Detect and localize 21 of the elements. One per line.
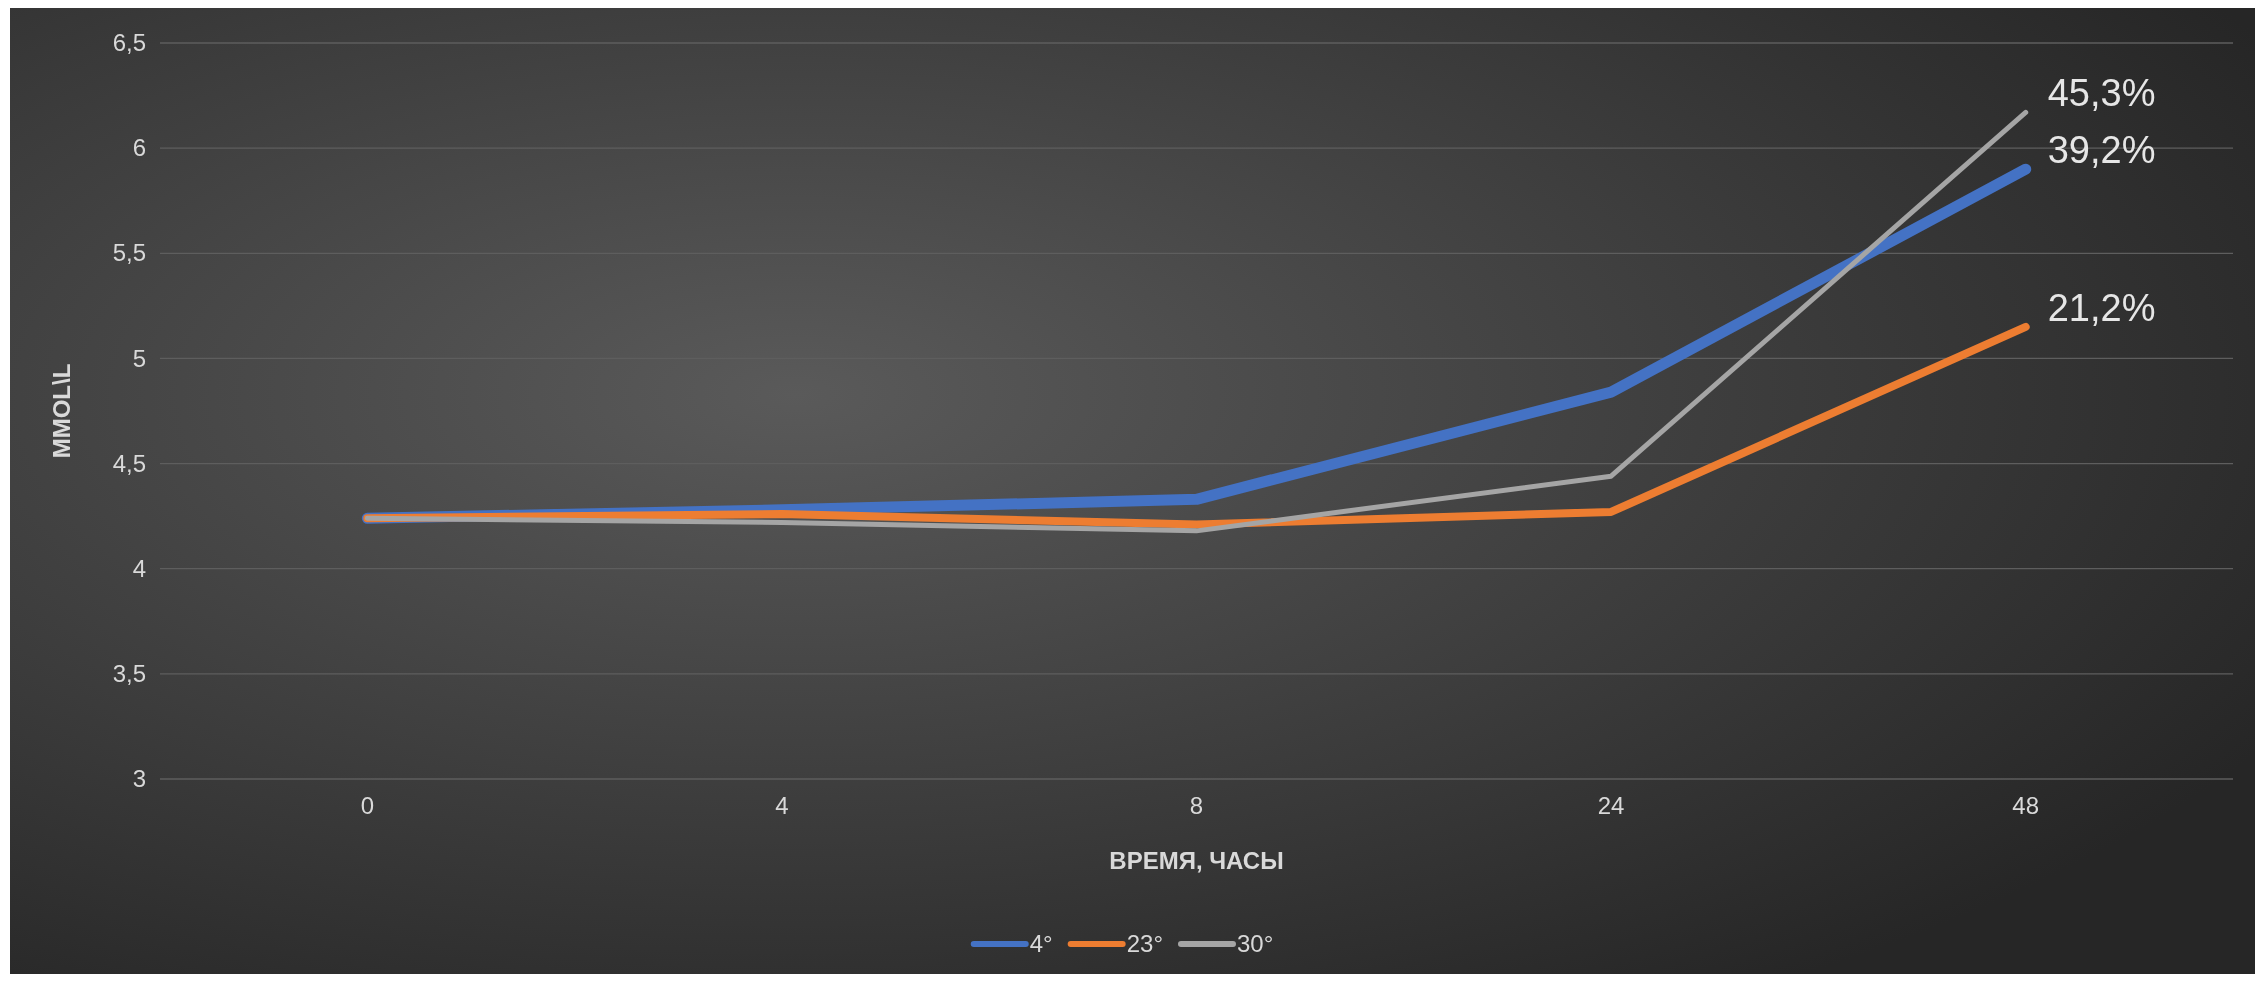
y-tick-label: 5 bbox=[132, 344, 146, 372]
x-tick-label: 24 bbox=[1597, 792, 1625, 820]
legend-label: 23° bbox=[1126, 930, 1163, 957]
y-axis-title: MMOL\L bbox=[48, 363, 75, 459]
y-tick-label: 6,5 bbox=[112, 29, 146, 57]
annotation: 21,2% bbox=[2047, 286, 2156, 329]
annotation: 45,3% bbox=[2047, 72, 2156, 115]
x-tick-label: 4 bbox=[775, 792, 789, 820]
annotation: 39,2% bbox=[2047, 129, 2156, 172]
y-tick-label: 4 bbox=[132, 554, 146, 582]
x-axis-title: ВРЕМЯ, ЧАСЫ bbox=[1109, 847, 1284, 874]
x-tick-label: 8 bbox=[1189, 792, 1204, 820]
y-tick-label: 6 bbox=[132, 134, 146, 162]
y-tick-label: 3,5 bbox=[112, 660, 146, 688]
y-tick-label: 5,5 bbox=[112, 239, 146, 267]
y-tick-label: 4,5 bbox=[112, 449, 146, 477]
y-tick-label: 3 bbox=[132, 765, 146, 793]
legend-label: 30° bbox=[1236, 930, 1274, 957]
x-tick-label: 0 bbox=[360, 792, 374, 820]
x-tick-label: 48 bbox=[2012, 792, 2040, 820]
legend-label: 4° bbox=[1029, 930, 1053, 957]
